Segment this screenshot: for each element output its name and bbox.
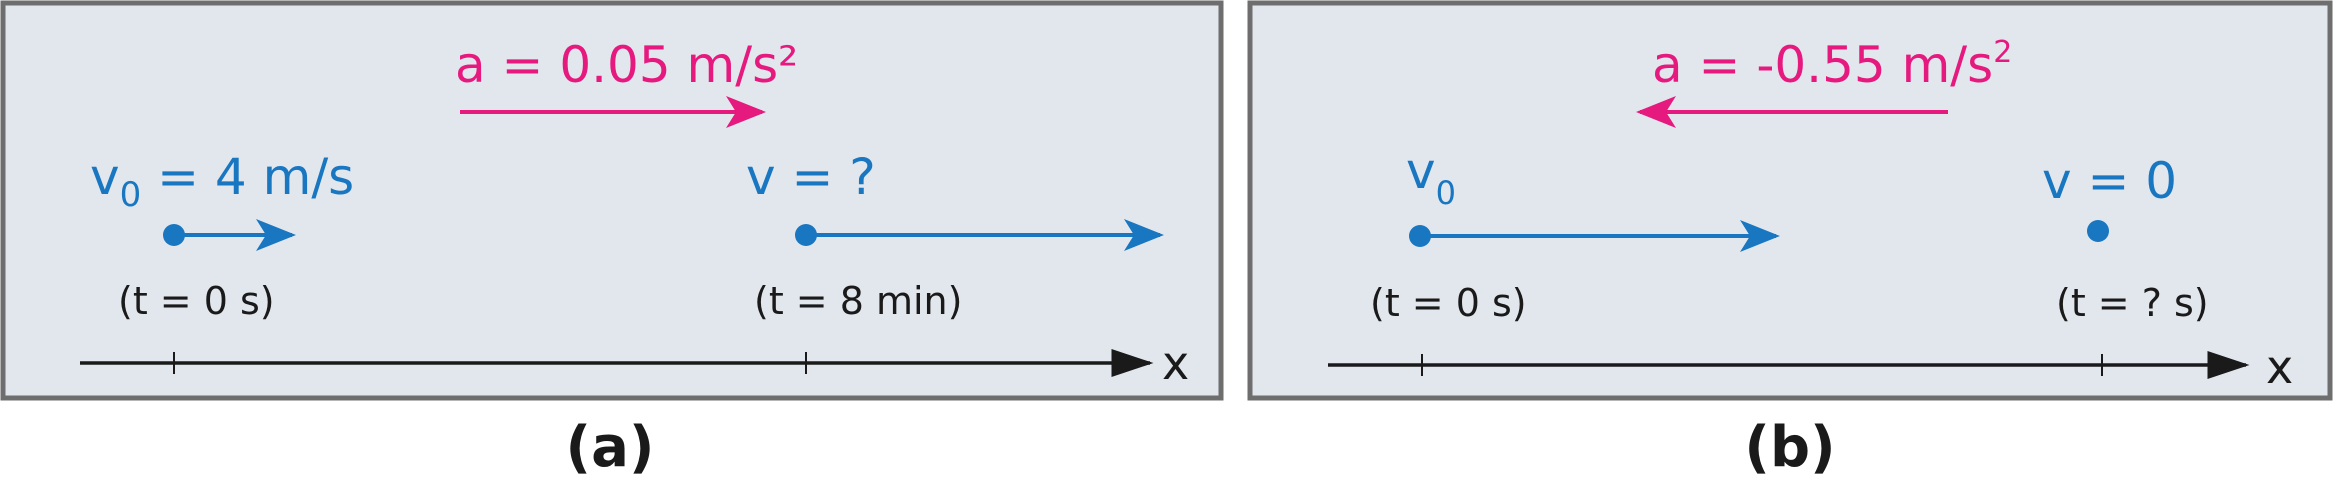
- panel-a-v0-symbol: v: [90, 148, 120, 206]
- panel-b-v0-label: v0: [1406, 142, 1456, 212]
- panel-a-start-time: (t = 0 s): [118, 279, 275, 323]
- panel-b-acceleration-label: a = -0.55 m/s2: [1652, 35, 2012, 94]
- panel-b: a = -0.55 m/s2 v0 v = 0 (t = 0 s) (t = ?…: [1247, 0, 2333, 401]
- panel-b-end-time: (t = ? s): [2056, 281, 2209, 325]
- panel-a-final-velocity-label: v = ?: [746, 148, 876, 206]
- panel-a-frame: [0, 0, 1224, 401]
- panel-b-v0-symbol: v: [1406, 142, 1436, 200]
- panel-b-end-particle: [2087, 220, 2109, 242]
- panel-b-start-time: (t = 0 s): [1370, 281, 1527, 325]
- panel-a-v0-label: v0 = 4 m/s: [90, 148, 354, 215]
- panel-a-end-time: (t = 8 min): [754, 279, 962, 323]
- panel-a-v0-subscript: 0: [120, 175, 142, 215]
- panel-a-v0-value: = 4 m/s: [141, 148, 354, 206]
- panel-b-axis-label: x: [2266, 340, 2293, 394]
- panel-a: a = 0.05 m/s² v0 = 4 m/s v = ? (t = 0 s)…: [0, 0, 1224, 401]
- panel-b-frame: [1247, 0, 2333, 401]
- panel-b-final-velocity-label: v = 0: [2042, 152, 2177, 210]
- panel-b-acceleration-value: a = -0.55 m/s: [1652, 36, 1993, 94]
- panel-a-axis-label: x: [1162, 336, 1189, 390]
- panel-b-caption: (b): [1744, 415, 1835, 480]
- panel-a-caption: (a): [566, 415, 655, 480]
- panel-b-v0-subscript: 0: [1436, 174, 1456, 212]
- panel-b-acceleration-superscript: 2: [1993, 35, 2012, 70]
- panel-a-acceleration-label: a = 0.05 m/s²: [455, 36, 798, 94]
